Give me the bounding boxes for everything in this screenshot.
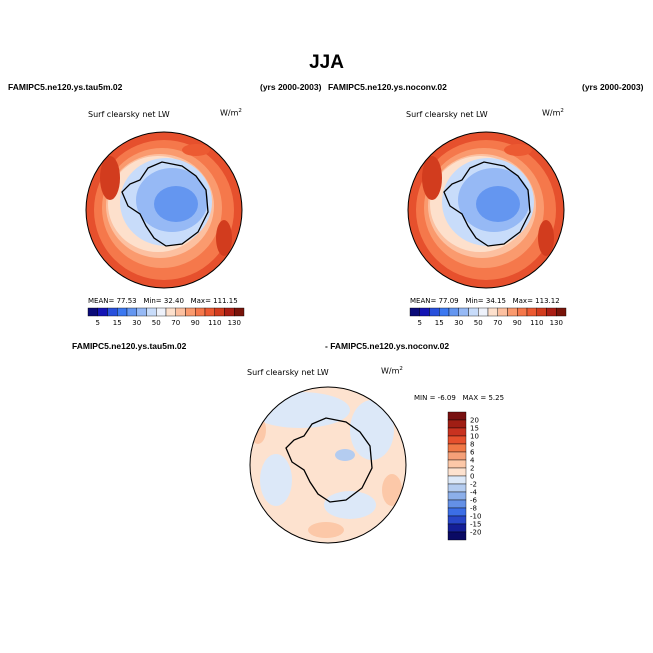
- diff-colorbar-tick-label: 15: [470, 425, 479, 433]
- diff-colorbar-tick-label: 4: [470, 457, 475, 465]
- diff-colorbar-swatch: [447, 475, 467, 485]
- diff-colorbar-tick-label: 2: [470, 465, 474, 473]
- panel1-years: (yrs 2000-2003): [260, 82, 322, 92]
- panel2-colorbar: 5 15 30 50 70 90 110 130: [409, 307, 567, 327]
- diff-colorbar-swatch: [447, 459, 467, 469]
- panel1-colorbar: 5 15 30 50 70 90 110 130: [87, 307, 245, 327]
- diff-colorbar-tick-label: -10: [470, 513, 481, 521]
- panel2-colorbar-tick-label: 110: [530, 319, 543, 327]
- diff-field: [250, 387, 406, 543]
- diff-antarctica-outline: [285, 417, 373, 503]
- diff-right-case: - FAMIPC5.ne120.ys.noconv.02: [325, 341, 450, 351]
- panel1-antarctica-outline: [121, 161, 209, 247]
- diff-colorbar-swatch: [447, 427, 467, 437]
- diff-colorbar-tick-label: -2: [470, 481, 477, 489]
- diff-colorbar-swatch: [447, 483, 467, 493]
- diff-colorbar-tick-label: -20: [470, 529, 481, 537]
- diff-colorbar-swatch: [447, 411, 467, 421]
- panel1-colorbar-tick-label: 110: [208, 319, 221, 327]
- diff-colorbar-tick-label: 8: [470, 441, 474, 449]
- diff-colorbar-swatch: [447, 499, 467, 509]
- panel1-case-name: FAMIPC5.ne120.ys.tau5m.02: [8, 82, 123, 92]
- panel1-stats: MEAN= 77.53 Min= 32.40 Max= 111.15: [88, 297, 238, 305]
- diff-left-case: FAMIPC5.ne120.ys.tau5m.02: [72, 341, 187, 351]
- panel1-plot-title: Surf clearsky net LW: [88, 110, 170, 119]
- diff-map-border: [249, 386, 407, 544]
- panel1-units: W/m2: [220, 108, 242, 118]
- panel1-colorbar-tick-label: 15: [113, 319, 122, 327]
- panel2-stats: MEAN= 77.09 Min= 34.15 Max= 113.12: [410, 297, 560, 305]
- diff-stats: MIN = -6.09 MAX = 5.25: [414, 394, 505, 402]
- diff-colorbar-swatch: [447, 507, 467, 517]
- panel1-colorbar-tick-label: 50: [152, 319, 161, 327]
- diff-colorbar-tick-label: 6: [470, 449, 475, 457]
- diff-colorbar-swatch: [447, 515, 467, 525]
- panel2-plot-title: Surf clearsky net LW: [406, 110, 488, 119]
- diff-colorbar-tick-label: 10: [470, 433, 479, 441]
- panel2-colorbar-swatch: [556, 307, 567, 317]
- panel2-colorbar-tick-label: 50: [474, 319, 483, 327]
- panel2-colorbar-tick-label: 70: [493, 319, 502, 327]
- diff-colorbar-swatch: [447, 443, 467, 453]
- panel1-colorbar-tick-label: 130: [228, 319, 241, 327]
- diff-colorbar-swatch: [447, 523, 467, 533]
- diff-colorbar-swatch: [447, 435, 467, 445]
- panel1-colorbar-tick-label: 5: [96, 319, 100, 327]
- panel2-map-border: [407, 131, 565, 289]
- panel1-map-border: [85, 131, 243, 289]
- figure-title: JJA: [309, 52, 344, 73]
- panel1-colorbar-swatch: [234, 307, 245, 317]
- diff-colorbar-swatch: [447, 451, 467, 461]
- panel1-colorbar-tick-label: 90: [191, 319, 200, 327]
- panel2-colorbar-tick-label: 15: [435, 319, 444, 327]
- panel1-colorbar-tick-label: 70: [171, 319, 180, 327]
- panel2-colorbar-tick-label: 30: [454, 319, 463, 327]
- panel2-years: (yrs 2000-2003): [582, 82, 644, 92]
- diff-colorbar-swatch: [447, 467, 467, 477]
- panel1-colorbar-tick-label: 30: [132, 319, 141, 327]
- diff-colorbar-tick-label: -15: [470, 521, 481, 529]
- diff-colorbar-tick-label: 0: [470, 473, 474, 481]
- panel2-colorbar-tick-label: 5: [418, 319, 422, 327]
- diff-plot-title: Surf clearsky net LW: [247, 368, 329, 377]
- diff-colorbar-tick-label: 20: [470, 417, 479, 425]
- diff-colorbar-swatch: [447, 531, 467, 541]
- panel2-field: [408, 132, 564, 288]
- diff-colorbar-swatch: [447, 491, 467, 501]
- diff-colorbar-tick-label: -6: [470, 497, 478, 505]
- panel2-units: W/m2: [542, 108, 564, 118]
- panel2-case-name: FAMIPC5.ne120.ys.noconv.02: [328, 82, 447, 92]
- panel2-antarctica-outline: [443, 161, 531, 247]
- panel1-field: [86, 132, 242, 288]
- panel2-colorbar-tick-label: 90: [513, 319, 522, 327]
- diff-units: W/m2: [381, 366, 403, 376]
- diff-colorbar-swatch: [447, 419, 467, 429]
- diff-colorbar-tick-label: -8: [470, 505, 477, 513]
- panel2-colorbar-tick-label: 130: [550, 319, 563, 327]
- diff-colorbar-tick-label: -4: [470, 489, 478, 497]
